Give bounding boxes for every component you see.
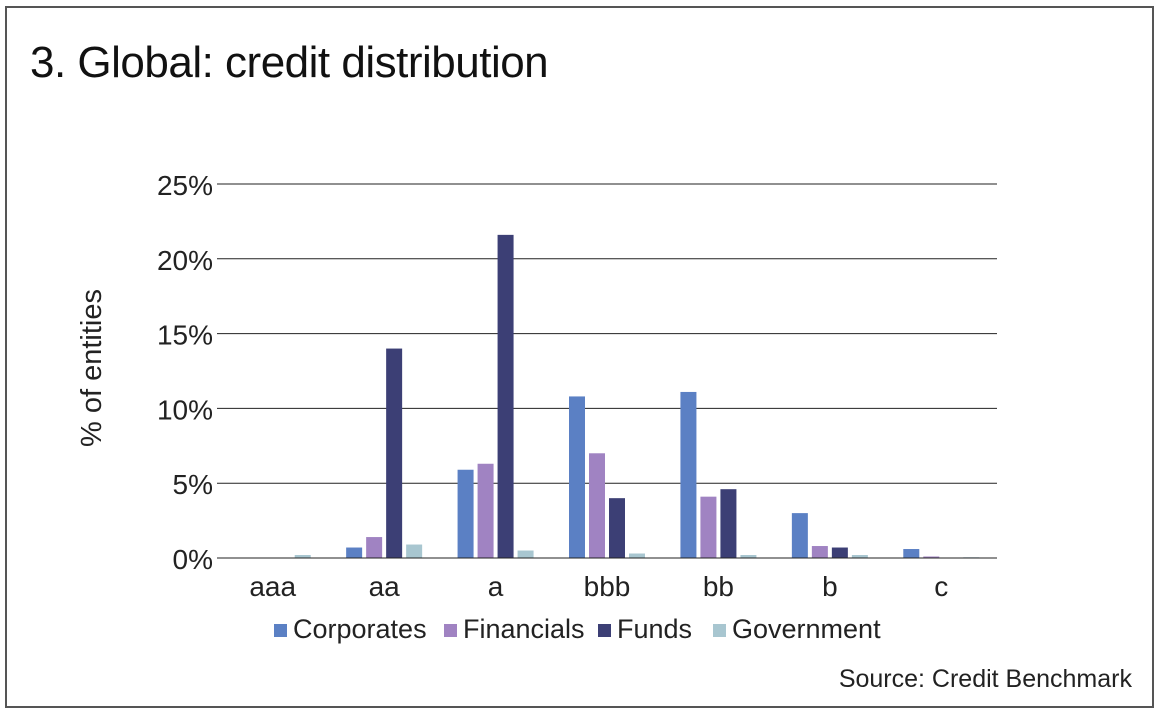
bar-financials-a (477, 463, 494, 558)
y-tick-label: 15% (157, 320, 213, 351)
bar-funds-a (497, 234, 514, 558)
x-tick-label: bb (703, 571, 734, 602)
bar-government-aaa (294, 555, 311, 558)
x-tick-label: aaa (249, 571, 296, 602)
gridlines (217, 183, 997, 559)
legend-swatch (444, 624, 457, 637)
y-tick-label: 5% (173, 469, 213, 500)
x-tick-label: aa (369, 571, 401, 602)
legend: Corporates Financials Funds Government (274, 614, 881, 644)
chart-title: 3. Global: credit distribution (30, 38, 549, 87)
bar-government-aa (406, 544, 423, 558)
bar-government-bb (740, 555, 757, 558)
bar-financials-aa (366, 537, 383, 558)
legend-item-government: Government (713, 614, 881, 644)
bar-corporates-bbb (569, 396, 585, 558)
legend-label: Funds (617, 614, 692, 644)
y-axis-ticks: 0% 5% 10% 15% 20% 25% (157, 170, 213, 575)
bars (217, 234, 997, 559)
bar-financials-c (923, 556, 940, 558)
legend-item-financials: Financials (444, 614, 585, 644)
bar-corporates-bb (680, 391, 697, 558)
bar-corporates-c (903, 549, 920, 558)
y-tick-label: 0% (173, 544, 213, 575)
y-tick-label: 25% (157, 170, 213, 201)
x-tick-label: a (488, 571, 504, 602)
legend-swatch (713, 624, 726, 637)
bar-funds-b (831, 547, 848, 558)
legend-label: Corporates (293, 614, 427, 644)
y-axis-label: % of entities (76, 289, 108, 447)
y-tick-label: 10% (157, 394, 213, 425)
y-tick-label: 20% (157, 245, 213, 276)
bar-financials-b (811, 546, 828, 558)
legend-swatch (598, 624, 611, 637)
chart-frame (5, 6, 1154, 708)
bar-financials-bb (700, 496, 717, 558)
legend-swatch (274, 624, 287, 637)
x-tick-label: c (934, 571, 948, 602)
bar-funds-bbb (609, 498, 625, 558)
bar-funds-bb (720, 489, 737, 558)
bar-corporates-a (457, 469, 474, 558)
bar-funds-aa (386, 348, 403, 558)
legend-item-corporates: Corporates (274, 614, 427, 644)
bar-corporates-b (791, 513, 808, 558)
bar-financials-bbb (589, 453, 605, 558)
legend-label: Government (732, 614, 881, 644)
source-note: Source: Credit Benchmark (838, 665, 1132, 693)
bar-corporates-aa (346, 547, 363, 558)
legend-item-funds: Funds (598, 614, 692, 644)
bar-government-a (517, 550, 534, 558)
bar-government-bbb (629, 553, 645, 558)
bar-government-b (851, 555, 868, 558)
x-axis-ticks: aaa aa a bbb bb b c (249, 571, 948, 602)
x-tick-label: bbb (584, 571, 631, 602)
x-tick-label: b (822, 571, 838, 602)
legend-label: Financials (463, 614, 585, 644)
